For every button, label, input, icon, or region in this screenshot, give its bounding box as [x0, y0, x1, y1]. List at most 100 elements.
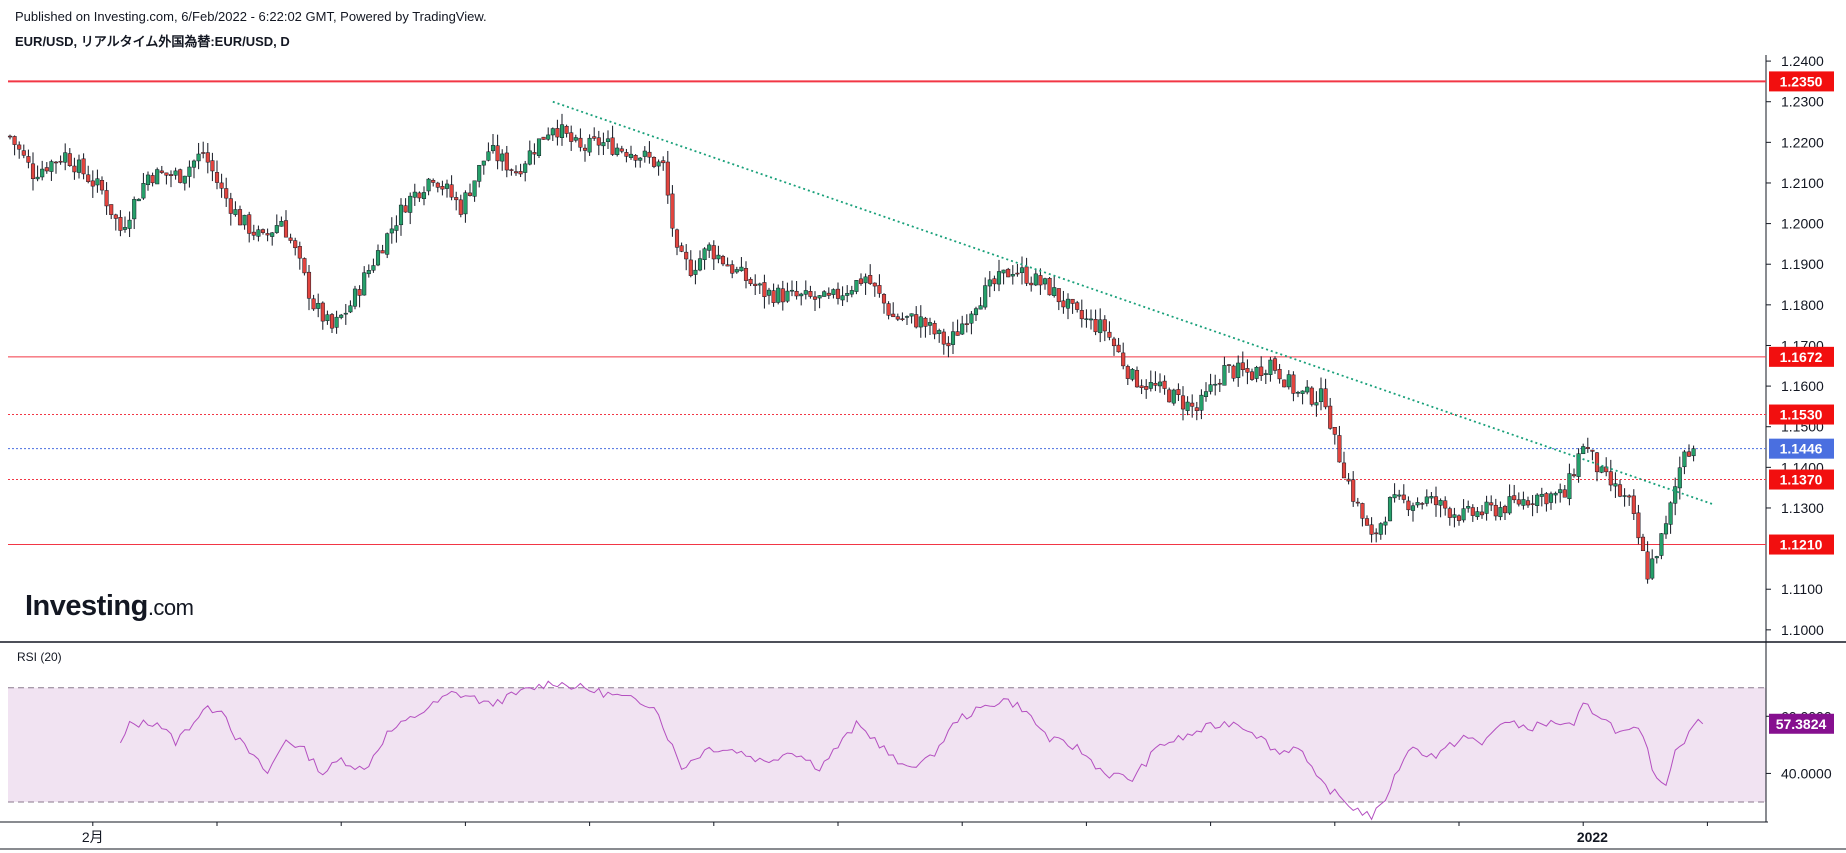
price-tick-label-1: 1.2300 [1781, 94, 1824, 110]
candle-down [458, 199, 463, 215]
level-label-1.1672-bg [1769, 346, 1834, 367]
level-label-1.1530-bg [1769, 404, 1834, 425]
candle-up [270, 232, 275, 237]
price-tick-label-11: 1.1300 [1781, 500, 1824, 516]
candle-up [799, 293, 804, 297]
candle-down [72, 165, 77, 173]
candle-up [394, 225, 399, 231]
candle-up [1410, 505, 1416, 511]
candle-up [1682, 451, 1687, 468]
candle-up [969, 313, 974, 324]
candle-down [812, 296, 818, 300]
candle-down [900, 318, 905, 320]
candle-up [822, 291, 827, 297]
candle-down [357, 289, 362, 296]
candle-up [477, 165, 482, 182]
candle-down [7, 135, 13, 138]
trendline [552, 100, 1713, 505]
candle-up [1065, 298, 1071, 309]
candle-up [362, 272, 367, 296]
candle-down [435, 182, 440, 188]
candle-up [734, 269, 739, 273]
candle-down [440, 186, 445, 190]
candle-down [159, 170, 164, 173]
candle-down [1277, 368, 1282, 380]
candle-up [1507, 496, 1512, 514]
candle-up [785, 290, 790, 302]
candle-up [481, 160, 486, 166]
candle-up [1673, 486, 1678, 504]
candle-down [118, 217, 123, 231]
candle-down [619, 148, 624, 152]
candle-down [518, 171, 523, 175]
candle-up [1213, 383, 1218, 386]
candle-down [541, 136, 546, 140]
rsi-title: RSI (20) [17, 650, 62, 664]
candle-up [601, 142, 606, 147]
candle-up [1042, 278, 1048, 285]
candle-down [168, 174, 174, 176]
candle-up [1203, 391, 1209, 397]
candle-down [288, 237, 293, 241]
candle-up [803, 290, 808, 295]
current-price-label: 1.1446 [1780, 441, 1823, 457]
candle-up [642, 150, 647, 157]
candle-down [647, 151, 652, 158]
candle-down [1332, 427, 1337, 435]
candle-up [1387, 497, 1393, 522]
candle-down [210, 160, 215, 172]
candle-down [1369, 524, 1374, 535]
candle-down [1282, 379, 1287, 388]
candle-down [86, 174, 91, 182]
candle-up [697, 258, 703, 271]
candle-up [904, 316, 910, 318]
candle-up [49, 161, 54, 172]
candle-down [946, 342, 951, 347]
candle-down [592, 136, 597, 139]
candle-up [1236, 362, 1241, 378]
candle-down [941, 331, 946, 345]
candle-down [872, 282, 877, 287]
price-labels: 1.2350 1.1672 1.1530 1.1370 1.1210 1.1446 57.3… [1769, 71, 1834, 734]
candle-down [1604, 466, 1609, 473]
candle-up [256, 229, 261, 237]
axes: 1.2400 1.2300 1.2200 1.2100 1.2000 1.1900 1.18… [0, 53, 1846, 850]
candle-down [955, 331, 960, 336]
rsi-band-fill [8, 687, 1766, 802]
candle-up [472, 180, 477, 197]
candle-down [1323, 388, 1328, 408]
candle-down [1029, 282, 1034, 286]
level-label-1.1530: 1.1530 [1780, 407, 1823, 423]
symbol-title: EUR/USD, リアルタイム外国為替:EUR/USD, D [15, 34, 290, 49]
candle-up [35, 176, 40, 180]
candle-up [325, 314, 330, 322]
candle-down [895, 316, 900, 320]
candle-up [242, 214, 247, 226]
candle-down [17, 144, 22, 150]
candle-up [973, 308, 979, 316]
investing-logo[interactable]: Investing.com [25, 590, 194, 623]
candle-up [789, 289, 795, 292]
candle-down [858, 278, 864, 284]
date-label-0: 2月 [82, 829, 104, 845]
candle-up [628, 153, 634, 158]
candle-down [1139, 385, 1144, 389]
candle-down [30, 163, 36, 179]
rsi-value-label: 57.3824 [1776, 716, 1827, 732]
candle-up [840, 295, 845, 301]
candle-down [467, 192, 473, 196]
candle-up [996, 271, 1002, 285]
candle-down [1686, 451, 1692, 457]
candle-up [334, 316, 339, 328]
candle-down [725, 264, 730, 267]
candle-down [564, 125, 569, 134]
candle-down [1245, 368, 1250, 373]
candle-down [661, 160, 666, 164]
candle-down [711, 245, 716, 260]
candle-up [739, 266, 744, 272]
candle-down [992, 278, 997, 285]
candle-down [104, 190, 109, 207]
candle-up [716, 254, 721, 260]
candle-up [693, 269, 698, 275]
